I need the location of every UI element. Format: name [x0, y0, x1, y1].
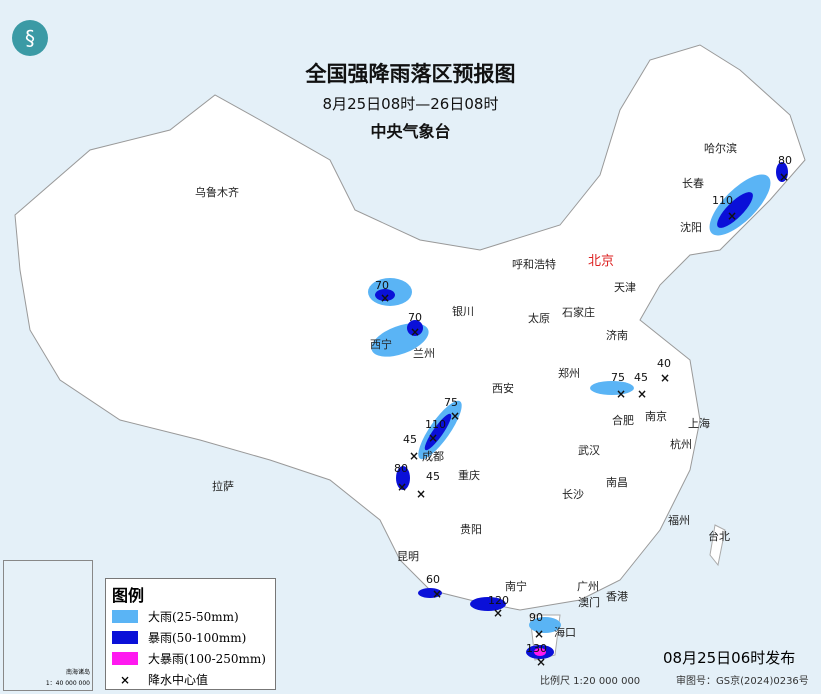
legend-title: 图例 — [112, 586, 145, 605]
rain-centers: 80×110×70×70×75×45×40×75×110×45×80×45×60… — [375, 154, 792, 669]
forecast-period: 8月25日08时—26日08时 — [322, 95, 499, 113]
publish-time: 08月25日06时发布 — [663, 649, 796, 667]
legend-center: × 降水中心值 — [106, 669, 275, 690]
rain-center-marker: × — [450, 409, 460, 423]
city-label: 石家庄 — [562, 305, 595, 319]
map-number: 审图号：GS京(2024)0236号 — [676, 676, 809, 687]
map-title: 全国强降雨落区预报图 — [305, 62, 516, 86]
city-label: 重庆 — [458, 468, 480, 482]
rain-center-value: 60 — [426, 573, 440, 586]
rain-center-value: 45 — [403, 433, 417, 446]
city-label: 广州 — [577, 580, 599, 593]
rain-center-value: 110 — [712, 194, 733, 207]
city-label: 香港 — [606, 590, 628, 603]
city-label: 澳门 — [578, 595, 600, 609]
rain-center-value: 70 — [375, 279, 389, 292]
legend-heavy-rain: 大雨(25-50mm) — [106, 606, 275, 627]
legend-rainstorm: 暴雨(50-100mm) — [106, 627, 275, 648]
rain-center-value: 130 — [526, 642, 547, 655]
rain-center-marker: × — [416, 487, 426, 501]
city-label: 天津 — [614, 281, 636, 294]
city-label: 太原 — [528, 312, 550, 325]
rain-center-marker: × — [727, 209, 737, 223]
rain-center-value: 110 — [425, 418, 446, 431]
city-label: 西安 — [492, 381, 514, 395]
city-label: 郑州 — [558, 366, 580, 380]
city-label: 成都 — [422, 450, 444, 463]
city-label: 沈阳 — [680, 220, 702, 234]
inset-title: 南海诸岛 — [65, 669, 90, 676]
rain-center-marker: × — [660, 371, 670, 385]
city-label: 哈尔滨 — [704, 141, 737, 155]
city-label: 长春 — [682, 177, 704, 190]
rain-center-value: 80 — [394, 462, 408, 475]
city-label: 乌鲁木齐 — [195, 185, 239, 199]
capital-label: 北京 — [588, 254, 614, 269]
rain-center-marker: × — [616, 387, 626, 401]
rain-center-value: 45 — [634, 371, 648, 384]
rain-center-value: 70 — [408, 311, 422, 324]
rain-center-marker: × — [409, 449, 419, 463]
swatch — [112, 610, 138, 623]
city-label: 合肥 — [612, 413, 634, 427]
rain-center-marker: × — [410, 325, 420, 339]
issuer: 中央气象台 — [370, 122, 451, 141]
city-label: 昆明 — [397, 550, 419, 563]
city-label: 长沙 — [562, 488, 584, 501]
swatch — [112, 652, 138, 665]
legend: 图例 大雨(25-50mm) 暴雨(50-100mm) 大暴雨(100-250m… — [105, 578, 276, 690]
rain-center-value: 75 — [444, 396, 458, 409]
rain-areas — [368, 162, 788, 659]
city-label: 西宁 — [370, 337, 392, 351]
legend-label: 大暴雨(100-250mm) — [148, 652, 266, 666]
city-label: 济南 — [606, 328, 628, 342]
legend-label: 大雨(25-50mm) — [148, 610, 239, 624]
legend-label: 暴雨(50-100mm) — [148, 631, 247, 645]
legend-label: 降水中心值 — [148, 673, 209, 687]
taiwan-island — [709, 524, 726, 567]
scale-text: 比例尺 1:20 000 000 — [540, 676, 641, 687]
city-label: 南昌 — [606, 476, 628, 489]
city-label: 福州 — [668, 513, 690, 527]
city-label: 南宁 — [505, 579, 527, 593]
rain-center-marker: × — [380, 291, 390, 305]
inset-scale: 1：40 000 000 — [45, 680, 90, 687]
rain-center-marker: × — [493, 606, 503, 620]
rain-center-marker: × — [779, 170, 789, 184]
rain-center-value: 45 — [426, 470, 440, 483]
rain-center-value: 40 — [657, 357, 671, 370]
city-label: 贵阳 — [460, 523, 482, 536]
swatch — [112, 631, 138, 644]
city-label: 呼和浩特 — [512, 257, 556, 271]
rain-center-value: 75 — [611, 371, 625, 384]
city-label: 南京 — [645, 409, 667, 423]
rain-center-marker: × — [397, 480, 407, 494]
rain-center-value: 90 — [529, 611, 543, 624]
rain-center-value: 120 — [488, 594, 509, 607]
cross-icon: × — [119, 672, 131, 687]
city-label: 海口 — [554, 625, 576, 639]
legend-heavy-rainstorm: 大暴雨(100-250mm) — [106, 648, 275, 669]
city-label: 台北 — [708, 529, 730, 543]
city-label: 杭州 — [670, 437, 692, 451]
rain-center-value: 80 — [778, 154, 792, 167]
rain-center-marker: × — [432, 587, 442, 601]
rain-center-marker: × — [534, 627, 544, 641]
south-china-sea-inset: 南海诸岛 1：40 000 000 — [3, 560, 93, 691]
rain-center-marker: × — [536, 655, 546, 669]
city-label: 武汉 — [578, 444, 600, 457]
city-label: 拉萨 — [212, 479, 234, 493]
city-label: 兰州 — [413, 347, 435, 360]
city-label: 银川 — [452, 304, 474, 318]
rain-center-marker: × — [637, 387, 647, 401]
rain-center-marker: × — [428, 431, 438, 445]
logo-icon: § — [12, 20, 48, 56]
city-label: 上海 — [688, 416, 710, 430]
